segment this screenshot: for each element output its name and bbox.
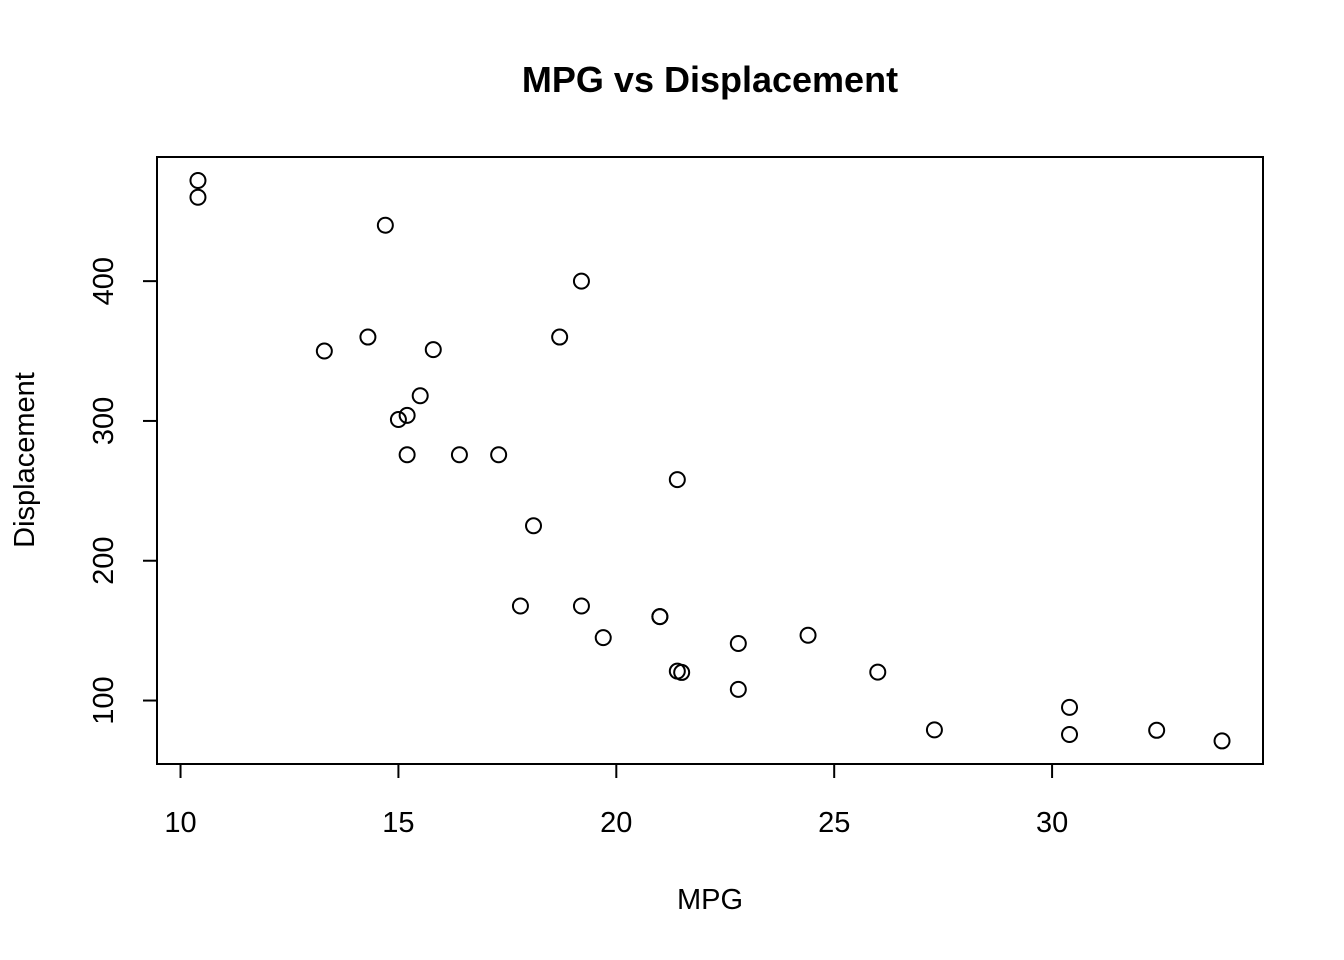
data-point bbox=[376, 216, 394, 234]
data-point bbox=[729, 634, 747, 652]
y-axis: 100 200 300 400 bbox=[88, 257, 158, 725]
data-point bbox=[1061, 726, 1079, 744]
y-tick-label: 300 bbox=[88, 397, 120, 445]
x-tick-label: 25 bbox=[818, 807, 850, 839]
x-tick-label: 20 bbox=[600, 807, 632, 839]
chart-title: MPG vs Displacement bbox=[522, 59, 898, 100]
data-point bbox=[411, 387, 429, 405]
data-point bbox=[799, 626, 817, 644]
data-point bbox=[1061, 698, 1079, 716]
x-axis-label: MPG bbox=[677, 884, 743, 916]
data-point bbox=[594, 629, 612, 647]
data-point bbox=[450, 446, 468, 464]
y-tick-label: 100 bbox=[88, 676, 120, 724]
data-point bbox=[398, 406, 416, 424]
x-axis: 10 15 20 25 30 bbox=[164, 763, 1068, 839]
plot-frame bbox=[156, 156, 1264, 765]
data-point bbox=[925, 721, 943, 739]
data-point bbox=[398, 446, 416, 464]
data-point bbox=[189, 171, 207, 189]
data-point bbox=[572, 272, 590, 290]
data-point bbox=[668, 662, 686, 680]
data-point bbox=[424, 341, 442, 359]
data-point bbox=[511, 597, 529, 615]
x-tick-label: 15 bbox=[382, 807, 414, 839]
x-tick-label: 10 bbox=[164, 807, 196, 839]
data-point bbox=[525, 517, 543, 535]
data-point bbox=[359, 328, 377, 346]
data-point bbox=[315, 342, 333, 360]
data-points bbox=[189, 171, 1231, 750]
x-tick-label: 30 bbox=[1036, 807, 1068, 839]
y-tick-label: 400 bbox=[88, 257, 120, 305]
data-point bbox=[729, 680, 747, 698]
data-point bbox=[551, 328, 569, 346]
data-point bbox=[389, 411, 407, 429]
data-point bbox=[1148, 721, 1166, 739]
data-point bbox=[189, 188, 207, 206]
data-point bbox=[869, 663, 887, 681]
data-point bbox=[1213, 732, 1231, 750]
data-point bbox=[572, 597, 590, 615]
y-axis-label: Displacement bbox=[9, 372, 41, 548]
data-point bbox=[668, 471, 686, 489]
data-point bbox=[490, 446, 508, 464]
data-point bbox=[651, 608, 669, 626]
y-tick-label: 200 bbox=[88, 537, 120, 585]
